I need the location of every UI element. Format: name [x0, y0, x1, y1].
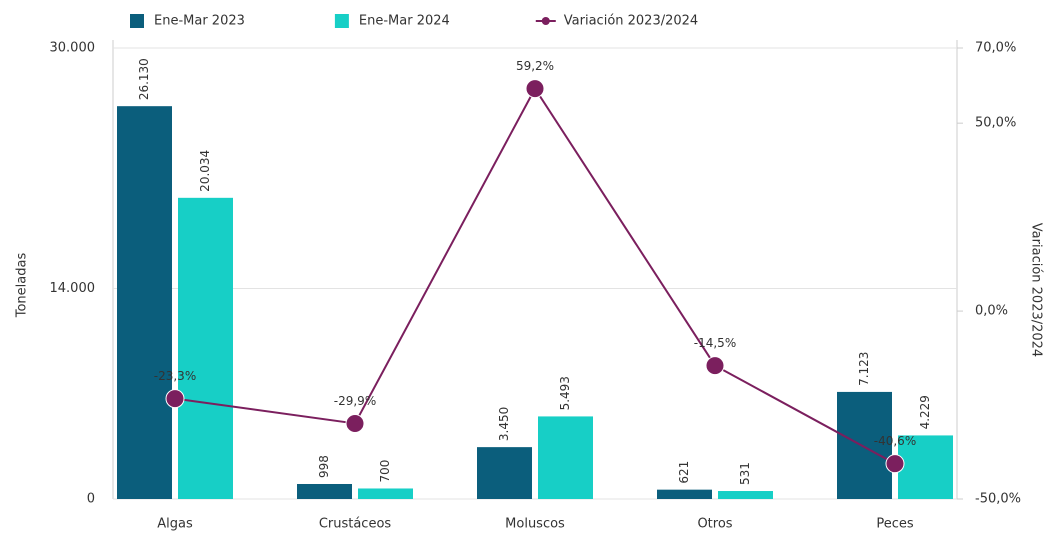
legend-swatch	[130, 14, 144, 28]
x-tick-label: Crustáceos	[319, 517, 392, 532]
x-tick-label: Peces	[876, 517, 914, 532]
legend-label: Ene-Mar 2023	[154, 14, 245, 29]
line-marker	[705, 356, 725, 376]
y2-tick-label: -50,0%	[975, 492, 1021, 507]
bar-value-label: 5.493	[558, 376, 572, 410]
line-marker	[525, 79, 545, 99]
bar	[657, 489, 712, 499]
line-value-label: -14,5%	[694, 336, 736, 350]
bar	[837, 391, 892, 499]
line-value-label: -23,3%	[154, 369, 196, 383]
line	[174, 86, 896, 465]
line-value-label: 59,2%	[516, 59, 554, 73]
bar-value-label: 998	[317, 455, 331, 478]
y-tick-label: 14.000	[50, 281, 96, 296]
legend-label: Ene-Mar 2024	[359, 14, 450, 29]
legend-marker	[541, 17, 550, 25]
bar	[178, 197, 233, 499]
bar-value-label: 621	[677, 461, 691, 484]
bar-value-label: 3.450	[497, 407, 511, 441]
bar-value-label: 531	[738, 462, 752, 485]
bar-value-label: 7.123	[857, 352, 871, 386]
bar	[898, 435, 953, 499]
bar	[117, 106, 172, 499]
bar	[718, 491, 773, 499]
y2-tick-label: 70,0%	[975, 41, 1016, 56]
bar-value-label: 20.034	[198, 150, 212, 192]
bar	[297, 483, 352, 499]
line-marker	[345, 413, 365, 433]
x-tick-label: Moluscos	[505, 517, 565, 532]
x-tick-label: Otros	[697, 517, 732, 532]
y-tick-label: 30.000	[50, 41, 96, 56]
line-marker	[165, 389, 185, 409]
y-axis-title: Toneladas	[15, 253, 30, 319]
line-marker	[885, 454, 905, 474]
legend-swatch	[334, 14, 349, 28]
y2-tick-label: 0,0%	[975, 304, 1008, 319]
bar	[358, 488, 413, 499]
bar	[477, 447, 532, 499]
y2-axis-title: Variación 2023/2024	[1029, 223, 1044, 357]
bar-value-label: 4.229	[918, 395, 932, 429]
y-tick-label: 0	[87, 492, 95, 507]
line-value-label: -40,6%	[874, 434, 916, 448]
x-tick-label: Algas	[157, 517, 193, 532]
legend-label: Variación 2023/2024	[564, 14, 698, 29]
bar	[538, 416, 593, 499]
line-value-label: -29,9%	[334, 394, 376, 408]
bar-value-label: 700	[378, 460, 392, 483]
bar-value-label: 26.130	[137, 58, 151, 100]
y2-tick-label: 50,0%	[975, 116, 1016, 131]
